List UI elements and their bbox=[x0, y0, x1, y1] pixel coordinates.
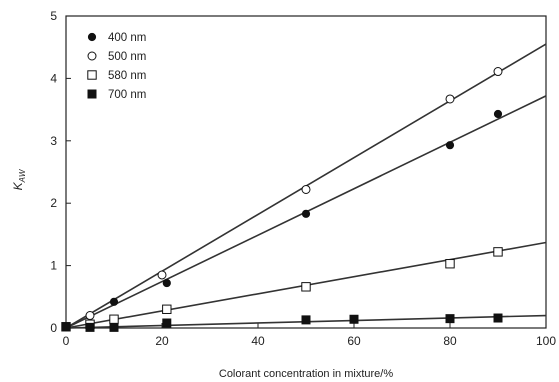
legend-marker-3 bbox=[87, 70, 97, 80]
data-point-series-3 bbox=[445, 259, 455, 269]
x-tick-label: 60 bbox=[347, 334, 361, 348]
data-point-series-2 bbox=[157, 270, 167, 280]
x-tick-label: 20 bbox=[155, 334, 169, 348]
legend-marker-4 bbox=[87, 89, 97, 99]
data-point-series-2 bbox=[493, 67, 503, 77]
x-tick-label: 40 bbox=[251, 334, 265, 348]
legend-label-4: 700 nm bbox=[108, 89, 146, 101]
y-tick-label: 1 bbox=[50, 259, 57, 273]
data-point-series-2 bbox=[445, 94, 455, 104]
x-axis-label: Colorant concentration in mixture/% bbox=[219, 368, 393, 380]
legend-label-1: 400 nm bbox=[108, 32, 146, 44]
y-tick-label: 4 bbox=[50, 71, 57, 85]
data-point-series-2 bbox=[301, 184, 311, 194]
data-point-series-1 bbox=[445, 141, 455, 150]
data-point-series-1 bbox=[301, 209, 311, 218]
plot-frame bbox=[65, 15, 547, 329]
data-point-series-2 bbox=[85, 311, 95, 321]
y-tick-label: 5 bbox=[50, 9, 57, 23]
data-point-series-4 bbox=[493, 313, 503, 323]
legend-marker-2 bbox=[87, 51, 97, 61]
y-axis-label-main: K bbox=[11, 181, 25, 190]
data-point-series-3 bbox=[109, 314, 119, 324]
x-tick-label: 100 bbox=[536, 334, 556, 348]
legend-label-3: 580 nm bbox=[108, 70, 146, 82]
data-point-series-1 bbox=[493, 109, 503, 119]
y-axis-label-sub: AW bbox=[18, 168, 27, 183]
data-point-series-4 bbox=[349, 314, 359, 324]
data-point-series-4 bbox=[445, 314, 455, 324]
y-tick-label: 3 bbox=[50, 134, 57, 148]
data-point-series-3 bbox=[162, 304, 172, 314]
data-point-series-4 bbox=[85, 322, 95, 332]
data-point-series-3 bbox=[493, 247, 503, 257]
data-point-series-1 bbox=[162, 278, 171, 288]
legend-label-2: 500 nm bbox=[108, 51, 146, 63]
data-point-series-1 bbox=[109, 297, 119, 306]
data-points bbox=[61, 67, 503, 332]
x-tick-label: 0 bbox=[63, 334, 70, 348]
y-tick-label: 2 bbox=[50, 196, 57, 210]
data-point-series-3 bbox=[301, 282, 311, 292]
axis-ticks: 0 20 40 60 80 100 0 1 2 3 4 5 bbox=[50, 9, 556, 348]
data-point-series-4 bbox=[162, 318, 172, 328]
data-point-series-4 bbox=[109, 322, 119, 332]
y-axis-label: KAW bbox=[11, 168, 27, 190]
data-point-series-4 bbox=[301, 315, 311, 325]
y-tick-label: 0 bbox=[50, 321, 57, 335]
legend: 400 nm 500 nm 580 nm 700 nm bbox=[87, 32, 146, 101]
data-point-series-4 bbox=[61, 322, 71, 332]
legend-marker-1 bbox=[87, 32, 97, 42]
x-tick-label: 80 bbox=[443, 334, 457, 348]
